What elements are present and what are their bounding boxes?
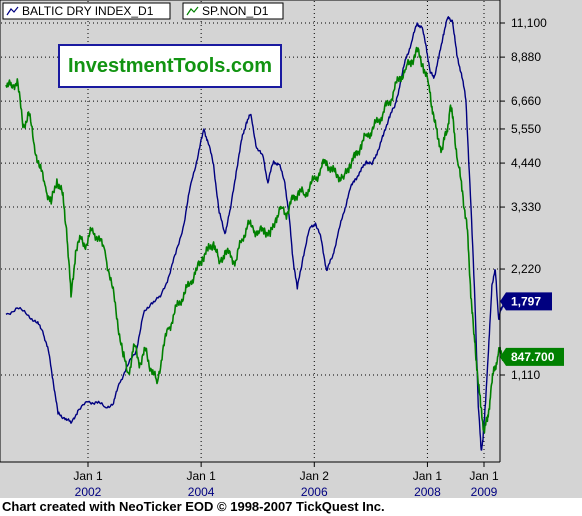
last-value-marker: 1,797	[500, 292, 552, 311]
x-tick-label: Jan 1	[413, 469, 443, 483]
last-value-marker: 847.700	[500, 347, 564, 366]
y-tick-label: 1,110	[511, 368, 540, 382]
series-lines	[5, 16, 505, 451]
x-tick-year-label: 2006	[301, 485, 328, 499]
last-value-label: 847.700	[511, 350, 555, 364]
x-tick-year-label: 2004	[188, 485, 215, 499]
y-tick-label: 4,440	[511, 156, 541, 170]
legend-line-icon	[6, 6, 19, 16]
y-tick-label: 8,880	[511, 50, 541, 64]
x-tick-label: Jan 1	[469, 469, 499, 483]
series-line-baltic-dry-index	[5, 16, 505, 451]
legend[interactable]: BALTIC DRY INDEX_D1 SP.NON_D1	[2, 2, 284, 20]
x-tick-label: Jan 2	[300, 469, 330, 483]
y-tick-label: 3,330	[511, 200, 541, 214]
bottom-axis-background	[0, 462, 582, 498]
legend-line-icon	[186, 6, 199, 16]
watermark-text: InvestmentTools.com	[67, 54, 273, 77]
last-value-flag	[500, 292, 552, 311]
x-tick-label: Jan 1	[186, 469, 216, 483]
last-value-markers: 1,797 847.700	[500, 292, 564, 366]
x-tick-year-label: 2009	[471, 485, 498, 499]
legend-item[interactable]: SP.NON_D1	[182, 2, 284, 20]
legend-label: SP.NON_D1	[202, 4, 269, 18]
y-tick-label: 11,100	[511, 16, 547, 30]
watermark-box: InvestmentTools.com	[58, 44, 282, 88]
series-line-sp-non	[5, 46, 505, 434]
y-tick-label: 6,660	[511, 94, 541, 108]
last-value-label: 1,797	[511, 294, 541, 308]
x-tick-year-label: 2008	[414, 485, 441, 499]
right-axis-background	[500, 0, 582, 462]
y-tick-label: 5,550	[511, 122, 541, 136]
legend-item[interactable]: BALTIC DRY INDEX_D1	[2, 2, 171, 20]
last-value-flag	[500, 347, 564, 366]
legend-label: BALTIC DRY INDEX_D1	[22, 4, 154, 18]
x-tick-year-label: 2002	[75, 485, 102, 499]
legend-item-box	[182, 2, 284, 20]
axes: 11,100 8,880 6,660 5,550 4,440 3,330 2,220 1,11…	[0, 0, 547, 499]
footer-credit: Chart created with NeoTicker EOD © 1998-…	[2, 499, 385, 514]
y-tick-label: 2,220	[511, 262, 541, 276]
x-tick-label: Jan 1	[73, 469, 103, 483]
legend-item-box	[2, 2, 171, 20]
